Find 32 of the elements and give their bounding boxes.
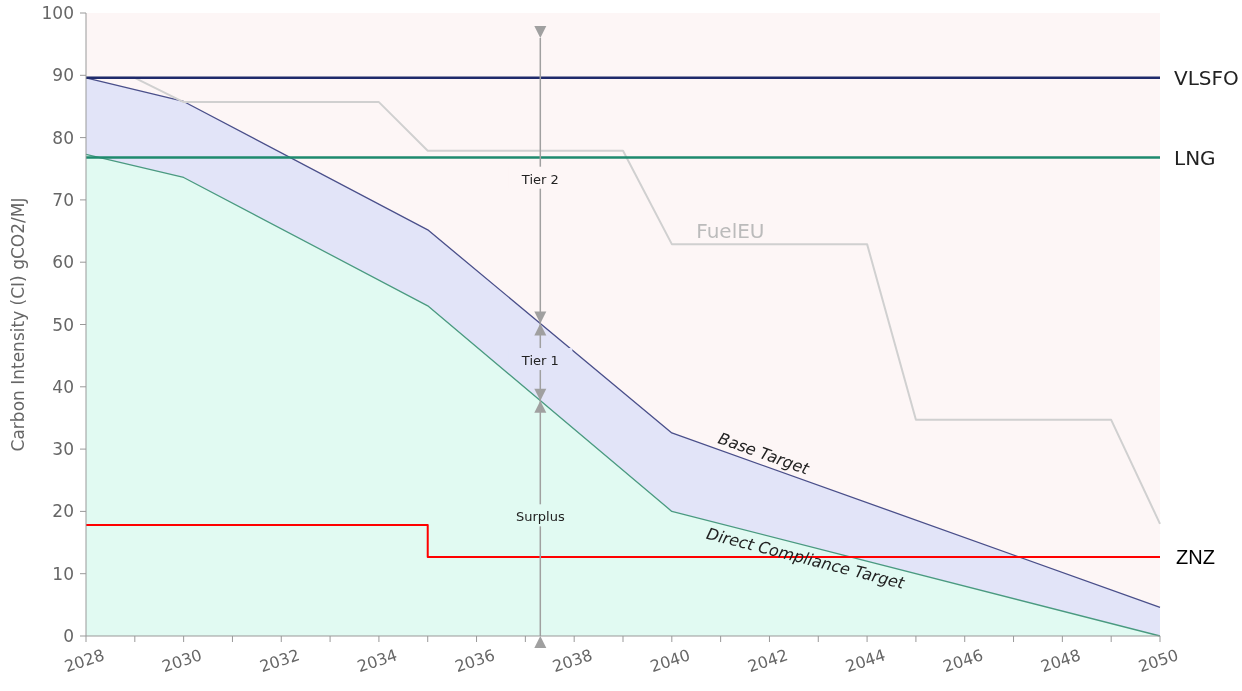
y-tick-label: 20 [52, 501, 74, 522]
y-tick-label: 10 [52, 563, 74, 584]
y-tick-label: 90 [52, 65, 74, 86]
x-tick-label: 2044 [843, 645, 888, 677]
x-tick-label: 2032 [257, 645, 302, 677]
x-tick-label: 2040 [647, 645, 693, 677]
annotation: Tier 2 [520, 171, 559, 187]
ref-line-label: VLSFO [1174, 65, 1239, 90]
x-tick-label: 2048 [1038, 645, 1083, 677]
x-tick-label: 2036 [452, 645, 498, 677]
series-label: FuelEU [696, 219, 765, 244]
y-tick-label: 100 [41, 3, 74, 23]
x-tick-label: 2038 [550, 645, 595, 677]
y-tick-label: 0 [63, 626, 74, 646]
x-tick-label: 2028 [62, 645, 107, 677]
y-axis-title: Carbon Intensity (CI) gCO2/MJ [8, 197, 28, 452]
text: Base Target [715, 428, 813, 479]
ref-line-label: LNG [1174, 145, 1216, 170]
annotation: Surplus [515, 509, 565, 525]
x-tick-label: 2034 [354, 645, 400, 677]
y-tick-label: 50 [52, 314, 74, 335]
y-tick-label: 60 [52, 252, 74, 273]
x-tick-label: 2042 [745, 645, 791, 677]
y-tick-label: 70 [52, 189, 74, 210]
y-tick-label: 80 [52, 127, 74, 148]
series-label: ZNZ [1176, 545, 1215, 568]
x-tick-label: 2046 [940, 645, 986, 677]
x-tick-label: 2050 [1136, 645, 1181, 677]
annotation: Tier 1 [520, 353, 559, 369]
x-tick-label: 2030 [159, 645, 205, 677]
y-tick-label: 40 [52, 376, 74, 397]
y-tick-label: 30 [52, 439, 74, 460]
